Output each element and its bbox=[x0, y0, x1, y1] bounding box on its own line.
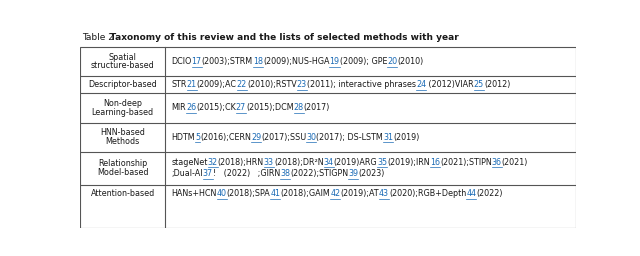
Text: Non-deep: Non-deep bbox=[103, 99, 142, 108]
Text: (2021): (2021) bbox=[502, 158, 528, 167]
Text: 33: 33 bbox=[264, 158, 274, 167]
Text: 32: 32 bbox=[207, 158, 218, 167]
Text: 26: 26 bbox=[186, 103, 196, 112]
Text: HDTM: HDTM bbox=[172, 133, 195, 142]
Text: 41: 41 bbox=[270, 189, 280, 198]
Text: (2012)VIAR: (2012)VIAR bbox=[426, 80, 474, 89]
Text: (2015);CK: (2015);CK bbox=[196, 103, 236, 112]
Text: (2018);SPA: (2018);SPA bbox=[227, 189, 270, 198]
Text: DCIO: DCIO bbox=[172, 57, 191, 66]
Text: stageNet: stageNet bbox=[172, 158, 207, 167]
Text: (2018);DR²N: (2018);DR²N bbox=[274, 158, 323, 167]
Text: Relationship: Relationship bbox=[98, 159, 147, 168]
Text: 27: 27 bbox=[236, 103, 246, 112]
Text: (2019);IRN: (2019);IRN bbox=[387, 158, 430, 167]
Text: 39: 39 bbox=[348, 169, 358, 178]
Text: (2003);STRM: (2003);STRM bbox=[202, 57, 253, 66]
Text: 34: 34 bbox=[323, 158, 333, 167]
Text: 23: 23 bbox=[297, 80, 307, 89]
Text: 22: 22 bbox=[237, 80, 247, 89]
Text: (2023): (2023) bbox=[358, 169, 385, 178]
Text: 21: 21 bbox=[187, 80, 196, 89]
Text: STR: STR bbox=[172, 80, 187, 89]
Text: 25: 25 bbox=[474, 80, 484, 89]
Text: 19: 19 bbox=[330, 57, 339, 66]
Text: (2018);GAIM: (2018);GAIM bbox=[280, 189, 330, 198]
Text: (2021);STIPN: (2021);STIPN bbox=[440, 158, 492, 167]
Text: 35: 35 bbox=[377, 158, 387, 167]
Text: (2010);RSTV: (2010);RSTV bbox=[247, 80, 297, 89]
Text: 20: 20 bbox=[387, 57, 397, 66]
Text: 17: 17 bbox=[191, 57, 202, 66]
Text: HNN-based: HNN-based bbox=[100, 128, 145, 137]
Text: 31: 31 bbox=[383, 133, 393, 142]
Text: Methods: Methods bbox=[106, 137, 140, 146]
Text: (2015);DCM: (2015);DCM bbox=[246, 103, 294, 112]
Text: (2019)ARG: (2019)ARG bbox=[333, 158, 377, 167]
Text: Model-based: Model-based bbox=[97, 168, 148, 177]
Text: 16: 16 bbox=[430, 158, 440, 167]
Text: 29: 29 bbox=[251, 133, 261, 142]
Text: 24: 24 bbox=[416, 80, 426, 89]
Text: 38: 38 bbox=[280, 169, 290, 178]
Text: MIR: MIR bbox=[172, 103, 186, 112]
Text: (2017): (2017) bbox=[304, 103, 330, 112]
Text: 43: 43 bbox=[379, 189, 389, 198]
Text: (2018);HRN: (2018);HRN bbox=[218, 158, 264, 167]
Text: Descriptor-based: Descriptor-based bbox=[88, 80, 157, 89]
Text: (2011); interactive phrases: (2011); interactive phrases bbox=[307, 80, 416, 89]
Text: (2010): (2010) bbox=[397, 57, 424, 66]
Text: 28: 28 bbox=[294, 103, 304, 112]
Text: Taxonomy of this review and the lists of selected methods with year: Taxonomy of this review and the lists of… bbox=[110, 34, 458, 42]
Text: (2019): (2019) bbox=[393, 133, 419, 142]
Text: 44: 44 bbox=[466, 189, 476, 198]
Text: 40: 40 bbox=[216, 189, 227, 198]
Text: 42: 42 bbox=[330, 189, 340, 198]
Text: !   (2022)   ;GIRN: ! (2022) ;GIRN bbox=[213, 169, 280, 178]
Text: 37: 37 bbox=[203, 169, 213, 178]
Text: (2009);NUS-HGA: (2009);NUS-HGA bbox=[263, 57, 330, 66]
Text: (2022);STIGPN: (2022);STIGPN bbox=[290, 169, 348, 178]
Text: (2012): (2012) bbox=[484, 80, 510, 89]
Text: 18: 18 bbox=[253, 57, 263, 66]
Text: 36: 36 bbox=[492, 158, 502, 167]
Text: structure-based: structure-based bbox=[91, 61, 154, 70]
Text: 5: 5 bbox=[195, 133, 200, 142]
Text: (2019);AT: (2019);AT bbox=[340, 189, 379, 198]
Text: Spatial: Spatial bbox=[109, 53, 136, 62]
Text: Attention-based: Attention-based bbox=[90, 189, 155, 198]
Text: (2009);AC: (2009);AC bbox=[196, 80, 237, 89]
Text: (2017); DS-LSTM: (2017); DS-LSTM bbox=[316, 133, 383, 142]
Text: (2017);SSU: (2017);SSU bbox=[261, 133, 307, 142]
Text: (2016);CERN: (2016);CERN bbox=[200, 133, 251, 142]
Text: ;Dual-AI: ;Dual-AI bbox=[172, 169, 203, 178]
Text: HANs+HCN: HANs+HCN bbox=[172, 189, 216, 198]
Text: (2020);RGB+Depth: (2020);RGB+Depth bbox=[389, 189, 466, 198]
Text: (2009); GPE: (2009); GPE bbox=[339, 57, 387, 66]
Text: Learning-based: Learning-based bbox=[92, 108, 154, 117]
Text: 30: 30 bbox=[307, 133, 316, 142]
Text: Table 2: Table 2 bbox=[83, 34, 117, 42]
Text: (2022): (2022) bbox=[476, 189, 502, 198]
